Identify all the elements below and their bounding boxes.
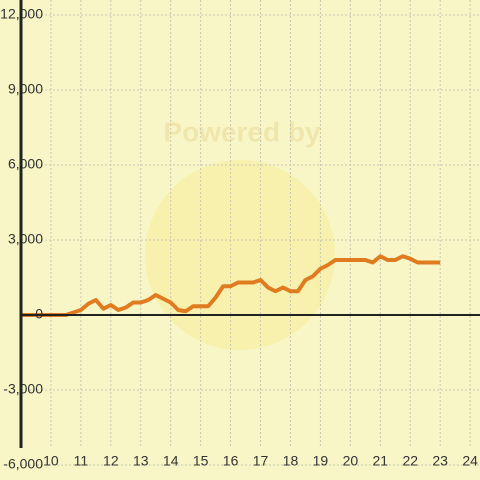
data-line <box>21 254 441 317</box>
y-tick-label: -6,000 <box>3 456 43 472</box>
x-tick-label: 11 <box>74 453 89 469</box>
x-tick-label: 15 <box>193 453 209 469</box>
x-tick-label: 18 <box>283 453 299 469</box>
x-tick-label: 23 <box>432 453 448 469</box>
x-tick-label: 19 <box>313 453 329 469</box>
x-tick-label: 12 <box>103 453 119 469</box>
x-tick-label: 10 <box>43 453 59 469</box>
y-tick-label: 6,000 <box>8 156 43 172</box>
x-tick-label: 24 <box>462 453 478 469</box>
x-tick-label: 14 <box>163 453 179 469</box>
y-tick-label: 0 <box>35 306 43 322</box>
x-tick-label: 22 <box>402 453 418 469</box>
x-tick-label: 13 <box>133 453 149 469</box>
y-tick-label: 9,000 <box>8 81 43 97</box>
watermark-logo <box>145 160 335 350</box>
x-tick-label: 17 <box>253 453 269 469</box>
y-tick-label: 3,000 <box>8 231 43 247</box>
x-tick-label: 16 <box>223 453 239 469</box>
x-tick-label: 20 <box>343 453 359 469</box>
y-tick-label: -3,000 <box>3 381 43 397</box>
watermark-text: Powered by <box>163 116 321 147</box>
plot <box>21 254 441 317</box>
grid <box>21 0 480 466</box>
x-tick-label: 21 <box>373 453 389 469</box>
